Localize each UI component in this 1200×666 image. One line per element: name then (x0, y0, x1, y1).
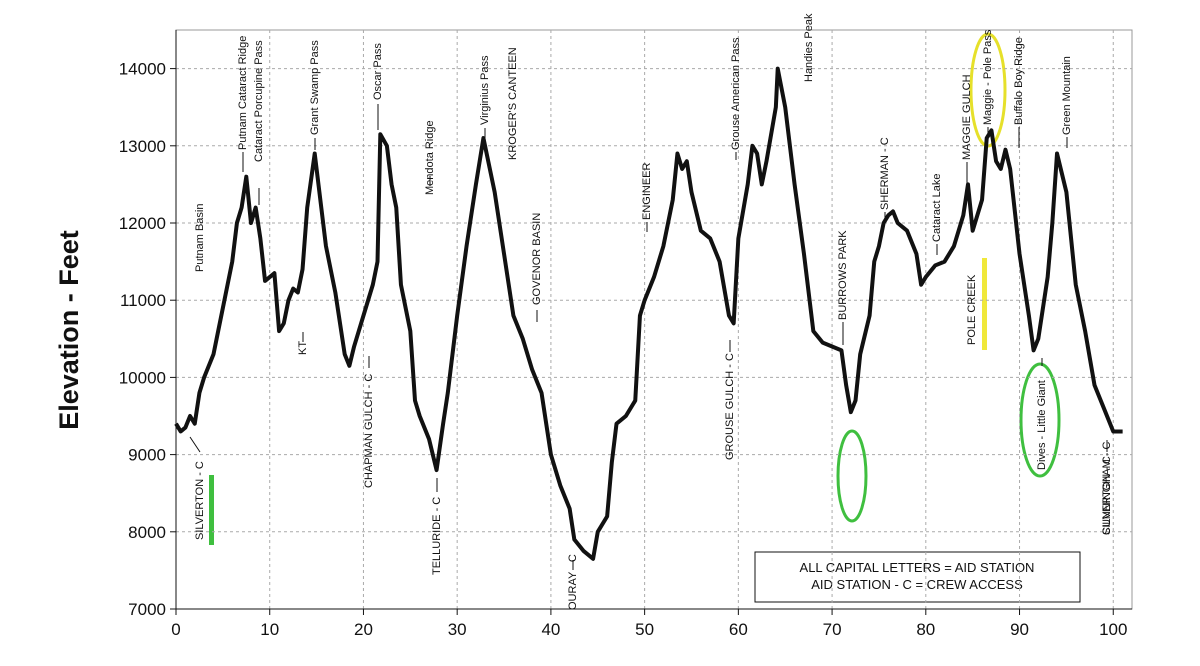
legend-text: ALL CAPITAL LETTERS = AID STATION (800, 560, 1035, 575)
annotation: Cataract Porcupine Pass (253, 40, 265, 162)
x-tick-label: 100 (1099, 620, 1127, 639)
annotation: OURAY - C (567, 554, 579, 610)
annotation: CUNNINGHAM - C (1101, 441, 1113, 535)
annotation: SILVERTON - C (194, 461, 206, 540)
annotation: Green Mountain (1061, 56, 1073, 135)
y-tick-label: 14000 (119, 60, 166, 79)
annotation: SILVERTON - C (1101, 456, 1113, 535)
annotation: Oscar Pass (372, 43, 384, 100)
legend-text: AID STATION - C = CREW ACCESS (811, 577, 1023, 592)
x-tick-label: 10 (260, 620, 279, 639)
legend-box (754, 551, 1081, 603)
annotation: BURROWS PARK (837, 230, 849, 320)
y-tick-label: 9000 (128, 446, 166, 465)
crew-bar (982, 258, 987, 350)
annotation: Maggie - Pole Pass (982, 29, 994, 125)
annotation: KROGER'S CANTEEN (507, 47, 519, 160)
x-tick-label: 40 (541, 620, 560, 639)
annotation: GROUSE GULCH - C (724, 353, 736, 460)
x-tick-label: 70 (823, 620, 842, 639)
highlight (836, 429, 868, 523)
annotation: POLE CREEK (966, 274, 978, 345)
y-axis-label: Elevation - Feet (54, 230, 84, 430)
y-tick-label: 12000 (119, 214, 166, 233)
crew-bar (209, 475, 214, 545)
annotation: Putnam Basin (194, 204, 206, 272)
annotation: TELLURIDE - C (431, 497, 443, 575)
annotation: Buffalo Boy Ridge (1013, 37, 1025, 125)
y-tick-label: 10000 (119, 368, 166, 387)
annotation: Grouse American Pass (730, 37, 742, 150)
annotation: Putnam Cataract Ridge (237, 36, 249, 150)
x-tick-label: 90 (1010, 620, 1029, 639)
annotation: Handies Peak (803, 13, 815, 82)
x-tick-label: 80 (916, 620, 935, 639)
annotation: SHERMAN - C (879, 137, 891, 210)
x-tick-label: 60 (729, 620, 748, 639)
highlight (1019, 362, 1061, 478)
y-tick-label: 13000 (119, 137, 166, 156)
annotation: KT (297, 341, 309, 355)
annotation: MAGGIE GULCH (961, 74, 973, 160)
leader-line (189, 436, 201, 453)
y-tick-label: 11000 (120, 291, 166, 310)
annotation: Grant Swamp Pass (309, 40, 321, 135)
elevation-line (174, 66, 1123, 561)
x-tick-label: 0 (171, 620, 180, 639)
annotation: GOVENOR BASIN (531, 213, 543, 305)
x-tick-label: 30 (448, 620, 467, 639)
annotation: CHAPMAN GULCH - C (363, 374, 375, 488)
annotation: ENGINEER (641, 162, 653, 220)
annotation: Mendota Ridge (424, 120, 436, 195)
y-tick-label: 7000 (128, 600, 166, 619)
y-tick-label: 8000 (128, 523, 166, 542)
annotation: Cataract Lake (931, 174, 943, 242)
x-tick-label: 50 (635, 620, 654, 639)
annotation: Virginius Pass (479, 55, 491, 125)
x-tick-label: 20 (354, 620, 373, 639)
annotation: Dives - Little Giant (1036, 380, 1048, 470)
